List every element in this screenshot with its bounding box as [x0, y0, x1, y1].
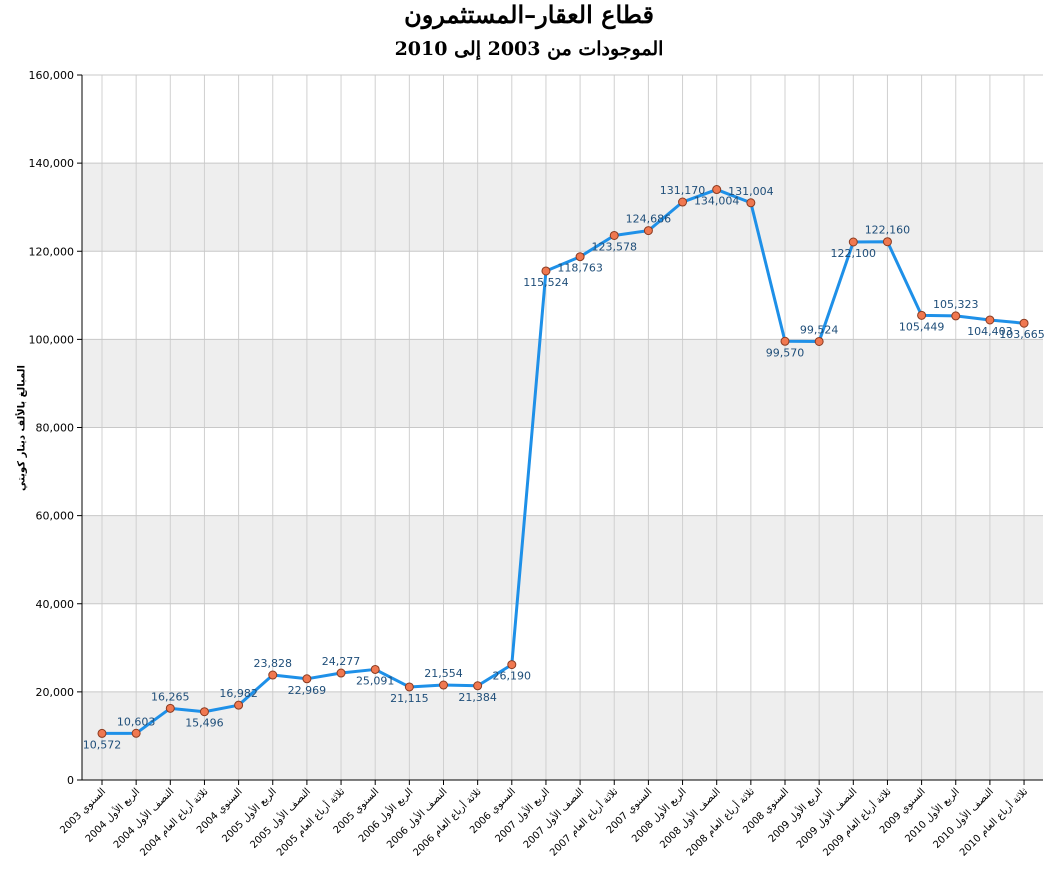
- background-band: [82, 515, 1043, 604]
- x-tick-label: النصف الأول 2006: [384, 785, 450, 851]
- data-label: 10,572: [83, 738, 122, 751]
- data-label: 115,524: [523, 276, 569, 289]
- background-band: [82, 691, 1043, 780]
- data-point: [507, 660, 517, 670]
- data-label: 21,554: [424, 667, 463, 680]
- data-label: 131,004: [728, 185, 774, 198]
- x-tick-label: النصف الأول 2009: [793, 785, 859, 851]
- data-label: 23,828: [254, 657, 293, 670]
- x-tick-label: النصف الأول 2004: [110, 785, 176, 851]
- data-point: [473, 681, 483, 691]
- y-tick-label: 0: [67, 774, 74, 787]
- x-tick-label: النصف الأول 2008: [657, 785, 723, 851]
- data-point: [439, 680, 448, 690]
- chart-subtitle: الموجودات من 2003 إلى 2010: [394, 38, 664, 60]
- data-label: 105,449: [899, 320, 945, 333]
- data-label: 124,686: [626, 213, 672, 226]
- x-tick-label: النصف الأول 2007: [520, 785, 586, 851]
- data-label: 122,100: [831, 247, 877, 260]
- data-point: [951, 311, 961, 321]
- y-tick-label: 120,000: [29, 245, 75, 258]
- data-label: 15,496: [185, 717, 224, 730]
- data-label: 16,982: [219, 687, 258, 700]
- data-point: [199, 707, 209, 717]
- data-point: [336, 668, 346, 678]
- data-point: [575, 252, 585, 262]
- data-label: 99,524: [800, 323, 839, 336]
- axes: [77, 74, 1043, 785]
- data-label: 122,160: [865, 224, 911, 237]
- data-point: [848, 237, 858, 247]
- data-point: [678, 197, 688, 207]
- data-label: 21,384: [458, 691, 497, 704]
- data-point: [643, 226, 653, 236]
- y-tick-label: 140,000: [29, 157, 75, 170]
- data-label: 131,170: [660, 184, 706, 197]
- data-label: 10,603: [117, 715, 156, 728]
- data-point: [541, 266, 551, 276]
- data-point: [917, 310, 927, 320]
- y-tick-label: 60,000: [36, 510, 75, 523]
- y-tick-label: 80,000: [36, 422, 75, 435]
- data-label: 123,578: [592, 240, 638, 253]
- data-point: [1019, 318, 1029, 328]
- y-tick-label: 100,000: [29, 333, 75, 346]
- data-label: 25,091: [356, 674, 395, 687]
- data-label: 103,665: [999, 328, 1045, 341]
- data-label: 16,265: [151, 690, 190, 703]
- data-label: 134,004: [694, 195, 740, 208]
- background-band: [82, 339, 1043, 428]
- data-label: 22,969: [288, 684, 327, 697]
- y-tick-label: 160,000: [29, 69, 75, 82]
- x-tick-label: النصف الأول 2005: [247, 785, 313, 851]
- data-label: 24,277: [322, 655, 361, 668]
- data-markers: [97, 185, 1029, 738]
- data-point: [712, 185, 722, 195]
- y-tick-labels: 0 20,000 40,000 60,000 80,000 100,000 120,000 1…: [29, 69, 75, 787]
- data-label: 26,190: [493, 670, 532, 683]
- data-point: [882, 237, 892, 247]
- data-point: [780, 336, 790, 346]
- data-label: 118,763: [557, 262, 603, 275]
- data-point: [746, 198, 756, 208]
- data-point: [268, 670, 278, 680]
- y-tick-label: 20,000: [36, 686, 75, 699]
- vertical-gridlines: [101, 75, 1025, 780]
- data-labels: 10,572 10,603 16,265 15,496 16,982 23,828 22,9…: [83, 184, 1045, 751]
- data-label: 21,115: [390, 692, 429, 705]
- data-point: [165, 703, 175, 713]
- data-label: 105,323: [933, 298, 979, 311]
- x-tick-label: النصف الأول 2010: [930, 785, 996, 851]
- data-point: [97, 728, 107, 738]
- background-band: [82, 163, 1043, 252]
- data-point: [404, 682, 414, 692]
- data-point: [302, 674, 312, 684]
- data-point: [234, 700, 244, 710]
- data-point: [131, 728, 141, 738]
- data-point: [985, 315, 995, 325]
- data-point: [370, 664, 380, 674]
- background-bands: [82, 163, 1043, 780]
- chart-title: قطاع العقار–المستثمرون: [404, 0, 654, 29]
- data-label: 104,403: [967, 325, 1013, 338]
- data-point: [814, 336, 824, 346]
- data-label: 99,570: [766, 346, 805, 359]
- data-point: [609, 230, 619, 240]
- y-tick-label: 40,000: [36, 598, 75, 611]
- series-line: [101, 188, 1025, 735]
